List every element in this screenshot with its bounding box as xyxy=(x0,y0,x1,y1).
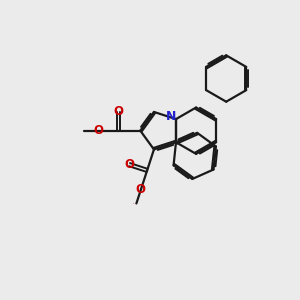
Text: O: O xyxy=(113,105,123,118)
Text: O: O xyxy=(93,124,103,137)
Text: O: O xyxy=(136,183,146,196)
Text: O: O xyxy=(133,203,134,204)
Text: N: N xyxy=(166,110,176,123)
Text: O: O xyxy=(124,158,134,171)
